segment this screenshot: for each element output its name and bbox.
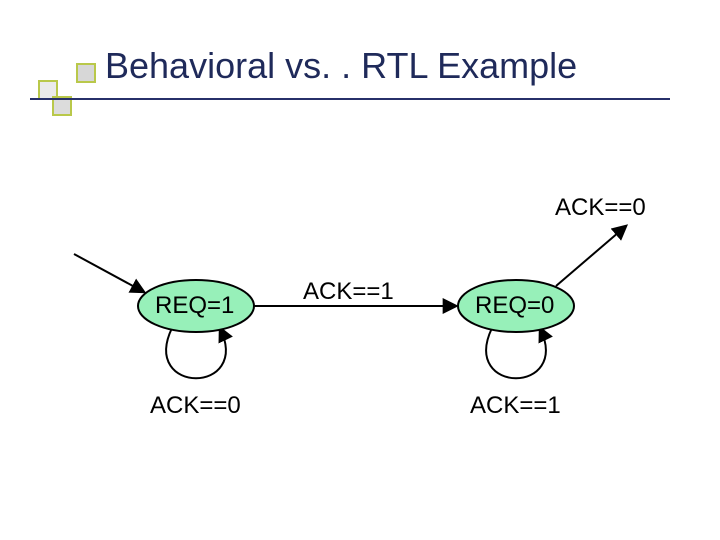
edge-init [74,254,144,292]
state-label-req0: REQ=0 [475,292,554,320]
state-label-req1: REQ=1 [155,292,234,320]
edge-label-ack1-loop2: ACK==1 [470,392,561,420]
edge-label-ack0-out: ACK==0 [555,194,646,222]
fsm-diagram [0,0,720,540]
edge-s2-out [556,226,626,286]
edge-label-ack0-loop1: ACK==0 [150,392,241,420]
edge-label-ack1-mid: ACK==1 [303,278,394,306]
edge-s1-loop [166,328,226,378]
edge-s2-loop [486,328,546,378]
